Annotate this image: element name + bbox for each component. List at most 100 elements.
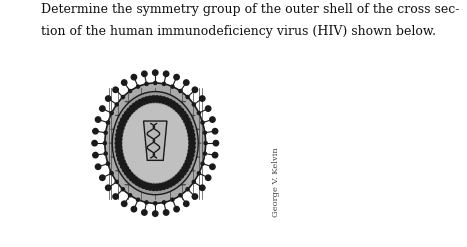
Text: George V. Kelvin: George V. Kelvin bbox=[272, 147, 280, 217]
Circle shape bbox=[153, 70, 158, 75]
Circle shape bbox=[129, 110, 133, 114]
Circle shape bbox=[184, 163, 188, 167]
Circle shape bbox=[123, 119, 127, 123]
Circle shape bbox=[142, 71, 147, 77]
Circle shape bbox=[121, 201, 127, 206]
Circle shape bbox=[155, 98, 159, 102]
Circle shape bbox=[174, 206, 179, 212]
Circle shape bbox=[199, 185, 205, 190]
Circle shape bbox=[188, 161, 191, 165]
Circle shape bbox=[189, 157, 193, 161]
Circle shape bbox=[179, 89, 182, 93]
Circle shape bbox=[213, 141, 219, 146]
Circle shape bbox=[158, 184, 162, 188]
Ellipse shape bbox=[112, 92, 198, 195]
Circle shape bbox=[149, 184, 152, 188]
Circle shape bbox=[120, 156, 124, 160]
Circle shape bbox=[188, 153, 191, 157]
Circle shape bbox=[110, 111, 113, 115]
Circle shape bbox=[205, 106, 211, 111]
Circle shape bbox=[171, 181, 175, 185]
Circle shape bbox=[155, 184, 159, 188]
Circle shape bbox=[184, 80, 189, 85]
Circle shape bbox=[173, 177, 177, 181]
Circle shape bbox=[118, 157, 121, 161]
Circle shape bbox=[162, 185, 166, 189]
Circle shape bbox=[139, 102, 143, 105]
Ellipse shape bbox=[122, 103, 188, 183]
Circle shape bbox=[118, 134, 122, 137]
Circle shape bbox=[116, 133, 120, 137]
Circle shape bbox=[138, 183, 142, 187]
Circle shape bbox=[121, 123, 125, 126]
Circle shape bbox=[119, 161, 123, 165]
Circle shape bbox=[158, 186, 163, 190]
Circle shape bbox=[139, 181, 143, 185]
Circle shape bbox=[148, 186, 152, 190]
Circle shape bbox=[178, 172, 182, 176]
Circle shape bbox=[153, 211, 158, 216]
Circle shape bbox=[99, 106, 105, 111]
Circle shape bbox=[113, 87, 118, 92]
Circle shape bbox=[115, 103, 118, 106]
Circle shape bbox=[106, 96, 111, 101]
Circle shape bbox=[164, 100, 168, 104]
Circle shape bbox=[152, 96, 156, 100]
Ellipse shape bbox=[105, 83, 205, 203]
Circle shape bbox=[136, 179, 141, 183]
Circle shape bbox=[142, 98, 145, 102]
Circle shape bbox=[131, 74, 137, 80]
Circle shape bbox=[179, 194, 182, 197]
Circle shape bbox=[185, 160, 189, 164]
Circle shape bbox=[110, 172, 113, 175]
Circle shape bbox=[201, 121, 204, 124]
Circle shape bbox=[163, 82, 166, 85]
Circle shape bbox=[154, 202, 157, 205]
Circle shape bbox=[117, 153, 120, 157]
Circle shape bbox=[186, 118, 190, 122]
Circle shape bbox=[174, 74, 179, 80]
Circle shape bbox=[136, 198, 140, 201]
Circle shape bbox=[190, 129, 194, 133]
Circle shape bbox=[165, 185, 169, 188]
Circle shape bbox=[188, 134, 192, 137]
Circle shape bbox=[152, 186, 156, 190]
Circle shape bbox=[191, 133, 195, 137]
Circle shape bbox=[188, 149, 192, 153]
Circle shape bbox=[192, 103, 195, 106]
Circle shape bbox=[127, 113, 130, 117]
Circle shape bbox=[168, 99, 172, 103]
Circle shape bbox=[171, 85, 174, 88]
Circle shape bbox=[127, 108, 131, 112]
Circle shape bbox=[129, 106, 134, 110]
Circle shape bbox=[188, 130, 191, 134]
Circle shape bbox=[203, 152, 206, 155]
Circle shape bbox=[128, 89, 132, 93]
Circle shape bbox=[192, 87, 198, 92]
Circle shape bbox=[125, 171, 128, 175]
Circle shape bbox=[132, 103, 136, 107]
Circle shape bbox=[197, 172, 200, 175]
Circle shape bbox=[189, 137, 193, 141]
Circle shape bbox=[104, 131, 107, 134]
Circle shape bbox=[187, 156, 191, 160]
Circle shape bbox=[171, 198, 174, 201]
Circle shape bbox=[185, 123, 189, 126]
Circle shape bbox=[145, 99, 149, 103]
Circle shape bbox=[117, 129, 120, 133]
Circle shape bbox=[180, 169, 184, 173]
Circle shape bbox=[176, 108, 179, 111]
Circle shape bbox=[191, 137, 195, 141]
Circle shape bbox=[145, 82, 148, 85]
Circle shape bbox=[174, 179, 178, 183]
Circle shape bbox=[115, 180, 118, 184]
Circle shape bbox=[120, 165, 125, 168]
Circle shape bbox=[182, 116, 186, 120]
Circle shape bbox=[95, 117, 101, 122]
Circle shape bbox=[99, 175, 105, 180]
Circle shape bbox=[134, 105, 138, 109]
Circle shape bbox=[142, 100, 146, 104]
Circle shape bbox=[161, 99, 165, 103]
Circle shape bbox=[178, 110, 182, 114]
Circle shape bbox=[92, 141, 97, 146]
